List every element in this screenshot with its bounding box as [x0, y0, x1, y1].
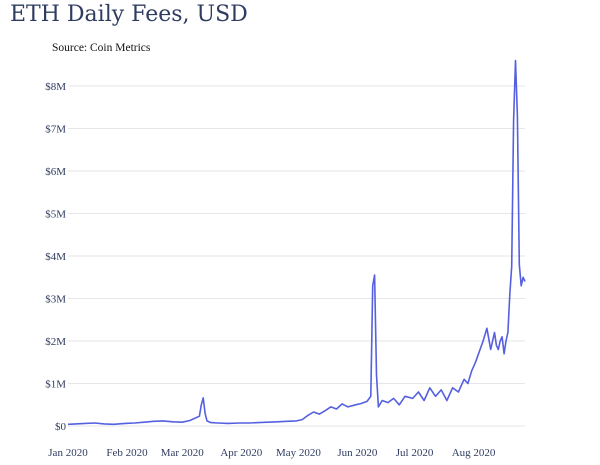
y-tick-label: $6M	[45, 166, 66, 178]
chart-subtitle: Source: Coin Metrics	[52, 42, 151, 54]
x-tick-label: Apr 2020	[220, 447, 262, 459]
x-tick-label: Jan 2020	[48, 447, 88, 459]
y-tick-label: $7M	[45, 124, 66, 136]
x-tick-label: Mar 2020	[161, 447, 205, 459]
y-tick-label: $5M	[45, 209, 66, 221]
fees-series-line	[67, 59, 526, 426]
x-tick-label: Jun 2020	[337, 447, 378, 459]
y-tick-label: $0	[55, 421, 67, 433]
x-tick-label: Aug 2020	[452, 447, 496, 459]
y-tick-label: $3M	[45, 294, 66, 306]
chart-title: ETH Daily Fees, USD	[10, 2, 248, 27]
y-tick-label: $1M	[45, 379, 66, 391]
y-tick-label: $4M	[45, 251, 66, 263]
x-axis-tick-labels: Jan 2020 Feb 2020 Mar 2020 Apr 2020 May 2020…	[48, 447, 496, 459]
x-tick-label: Jul 2020	[396, 447, 434, 459]
y-tick-label: $2M	[45, 336, 66, 348]
grid-lines	[68, 85, 525, 427]
y-axis-tick-labels: $0 $1M $2M $3M $4M $5M $6M $7M $8M	[45, 81, 66, 433]
x-tick-label: May 2020	[276, 447, 321, 459]
y-tick-label: $8M	[45, 81, 66, 93]
x-tick-label: Feb 2020	[106, 447, 148, 459]
